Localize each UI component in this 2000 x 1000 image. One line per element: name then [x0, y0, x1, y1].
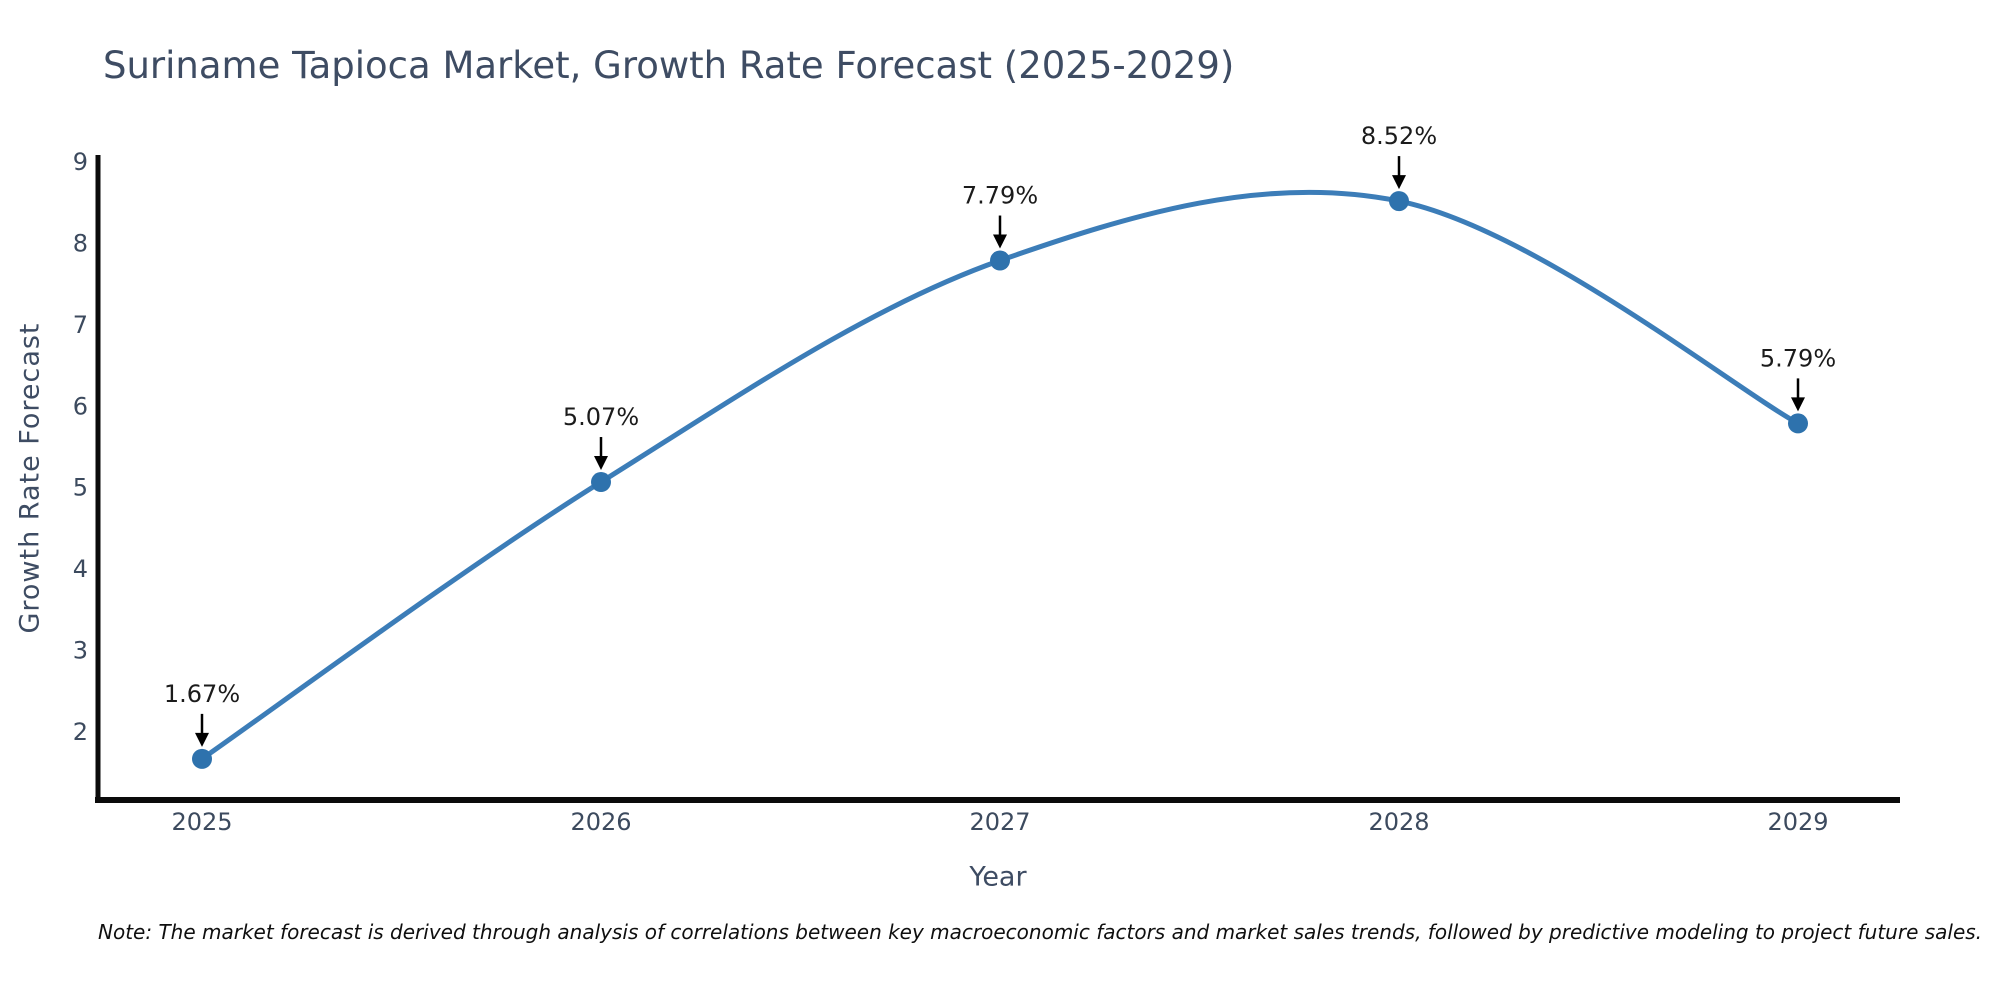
data-point	[1788, 413, 1808, 434]
annotation-arrowhead	[594, 456, 608, 471]
x-tick-label: 2028	[1368, 808, 1429, 836]
footnote: Note: The market forecast is derived thr…	[98, 920, 1983, 944]
y-tick-label: 2	[73, 718, 88, 746]
annotation-label: 1.67%	[164, 680, 240, 708]
y-tick-label: 5	[73, 474, 88, 502]
annotation-arrowhead	[1392, 175, 1406, 190]
annotation-label: 8.52%	[1361, 122, 1437, 150]
data-point	[990, 250, 1010, 271]
y-tick-label: 9	[73, 148, 88, 176]
y-tick-label: 3	[73, 637, 88, 665]
y-tick-label: 7	[73, 311, 88, 339]
annotation-label: 5.07%	[563, 403, 639, 431]
chart-title: Suriname Tapioca Market, Growth Rate For…	[103, 44, 1235, 87]
data-point	[591, 472, 611, 493]
x-tick-label: 2029	[1767, 808, 1828, 836]
annotation-arrowhead	[195, 732, 209, 747]
data-point	[192, 748, 212, 769]
data-point	[1389, 191, 1409, 212]
x-tick-label: 2027	[969, 808, 1030, 836]
annotation-arrowhead	[1791, 397, 1805, 412]
y-tick-label: 8	[73, 229, 88, 257]
x-axis-title: Year	[969, 861, 1027, 893]
y-tick-label: 6	[73, 392, 88, 420]
x-tick-label: 2025	[171, 808, 232, 836]
annotation-arrowhead	[993, 234, 1007, 249]
annotation-label: 7.79%	[962, 182, 1038, 210]
forecast-line	[199, 189, 1801, 762]
annotation-label: 5.79%	[1760, 344, 1836, 372]
x-tick-label: 2026	[570, 808, 631, 836]
y-tick-label: 4	[73, 555, 88, 583]
